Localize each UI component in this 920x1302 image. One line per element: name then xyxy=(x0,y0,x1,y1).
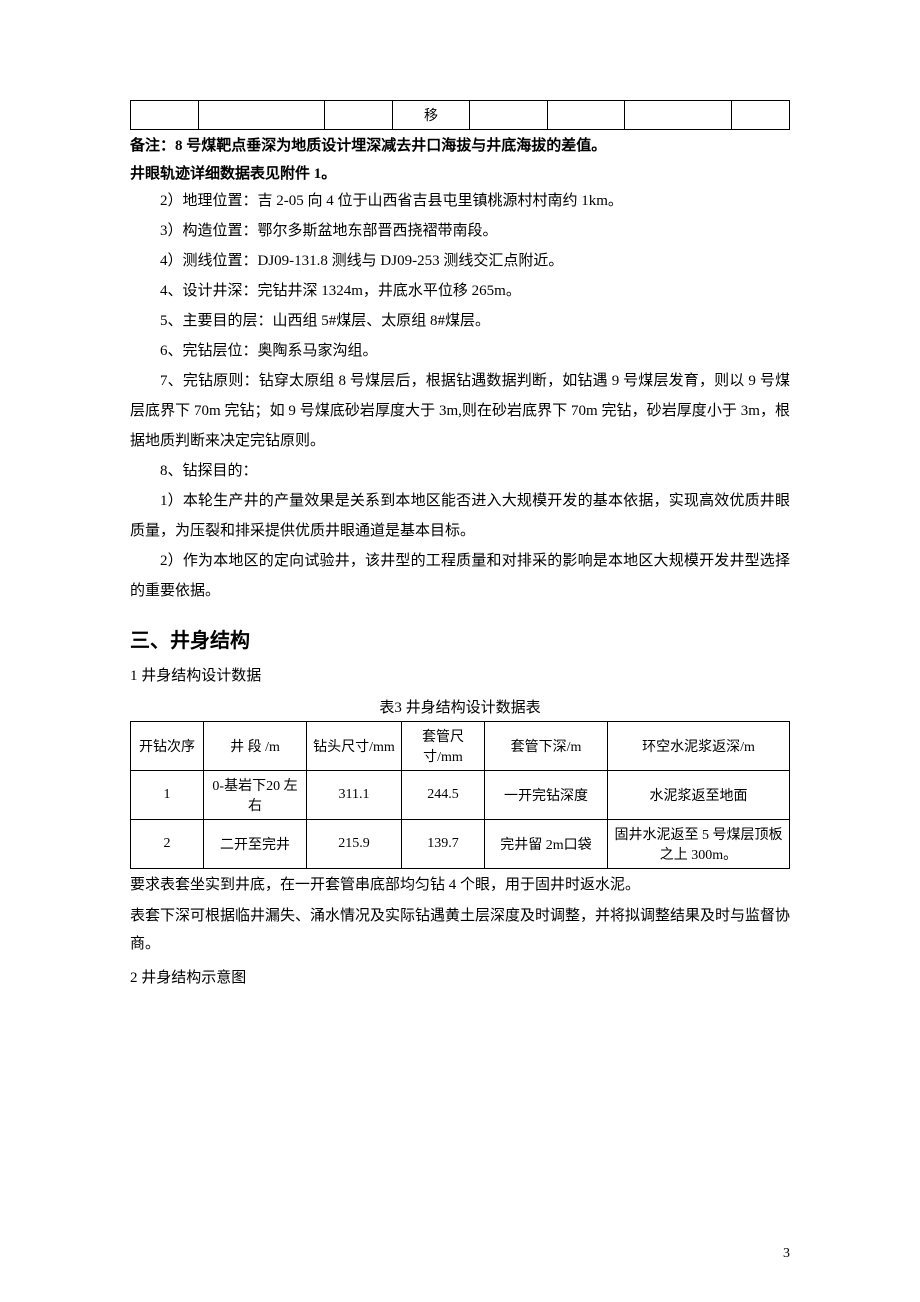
body-text: 4、设计井深：完钻井深 1324m，井底水平位移 265m。 xyxy=(130,276,790,306)
subheading: 2 井身结构示意图 xyxy=(130,965,790,992)
cell: 244.5 xyxy=(402,771,485,820)
cell xyxy=(324,101,392,130)
cell: 215.9 xyxy=(307,820,402,869)
header-cell: 环空水泥浆返深/m xyxy=(608,722,790,771)
header-cell: 套管下深/m xyxy=(485,722,608,771)
document-page: 移 备注：8 号煤靶点垂深为地质设计埋深减去井口海拔与井底海拔的差值。 井眼轨迹… xyxy=(0,0,920,1302)
cell: 二开至完井 xyxy=(204,820,307,869)
table-header-row: 开钻次序 井 段 /m 钻头尺寸/mm 套管尺寸/mm 套管下深/m 环空水泥浆… xyxy=(131,722,790,771)
body-text: 3）构造位置：鄂尔多斯盆地东部晋西挠褶带南段。 xyxy=(130,216,790,246)
header-cell: 开钻次序 xyxy=(131,722,204,771)
cell xyxy=(198,101,324,130)
body-text: 2）作为本地区的定向试验井，该井型的工程质量和对排采的影响是本地区大规模开发井型… xyxy=(130,546,790,606)
cell xyxy=(732,101,790,130)
header-cell: 套管尺寸/mm xyxy=(402,722,485,771)
cell xyxy=(470,101,547,130)
body-text: 要求表套坐实到井底，在一开套管串底部均匀钻 4 个眼，用于固井时返水泥。 xyxy=(130,871,790,900)
body-text: 8、钻探目的： xyxy=(130,456,790,486)
cell: 2 xyxy=(131,820,204,869)
cell xyxy=(547,101,624,130)
cell: 固井水泥返至 5 号煤层顶板之上 300m。 xyxy=(608,820,790,869)
cell: 移 xyxy=(392,101,470,130)
table-row: 移 xyxy=(131,101,790,130)
body-text: 7、完钻原则：钻穿太原组 8 号煤层后，根据钻遇数据判断，如钻遇 9 号煤层发育… xyxy=(130,366,790,456)
cell: 水泥浆返至地面 xyxy=(608,771,790,820)
table-row: 1 0-基岩下20 左右 311.1 244.5 一开完钻深度 水泥浆返至地面 xyxy=(131,771,790,820)
body-text: 表套下深可根据临井漏失、涌水情况及实际钻遇黄土层深度及时调整，并将拟调整结果及时… xyxy=(130,902,790,959)
note-text: 井眼轨迹详细数据表见附件 1。 xyxy=(130,162,790,186)
body-text: 4）测线位置：DJ09-131.8 测线与 DJ09-253 测线交汇点附近。 xyxy=(130,246,790,276)
cell: 完井留 2m口袋 xyxy=(485,820,608,869)
cell: 0-基岩下20 左右 xyxy=(204,771,307,820)
design-data-table: 开钻次序 井 段 /m 钻头尺寸/mm 套管尺寸/mm 套管下深/m 环空水泥浆… xyxy=(130,721,790,869)
body-text: 2）地理位置：吉 2-05 向 4 位于山西省吉县屯里镇桃源村村南约 1km。 xyxy=(130,186,790,216)
header-cell: 井 段 /m xyxy=(204,722,307,771)
header-cell: 钻头尺寸/mm xyxy=(307,722,402,771)
cell xyxy=(625,101,732,130)
body-text: 1）本轮生产井的产量效果是关系到本地区能否进入大规模开发的基本依据，实现高效优质… xyxy=(130,486,790,546)
cell: 一开完钻深度 xyxy=(485,771,608,820)
table-caption: 表3 井身结构设计数据表 xyxy=(130,696,790,717)
cell xyxy=(131,101,199,130)
fragment-table: 移 xyxy=(130,100,790,130)
body-text: 5、主要目的层：山西组 5#煤层、太原组 8#煤层。 xyxy=(130,306,790,336)
body-text: 6、完钻层位：奥陶系马家沟组。 xyxy=(130,336,790,366)
cell: 1 xyxy=(131,771,204,820)
cell: 139.7 xyxy=(402,820,485,869)
table-row: 2 二开至完井 215.9 139.7 完井留 2m口袋 固井水泥返至 5 号煤… xyxy=(131,820,790,869)
note-text: 备注：8 号煤靶点垂深为地质设计埋深减去井口海拔与井底海拔的差值。 xyxy=(130,134,790,158)
section-heading: 三、井身结构 xyxy=(130,624,790,653)
subheading: 1 井身结构设计数据 xyxy=(130,663,790,690)
page-number: 3 xyxy=(783,1246,790,1262)
cell: 311.1 xyxy=(307,771,402,820)
